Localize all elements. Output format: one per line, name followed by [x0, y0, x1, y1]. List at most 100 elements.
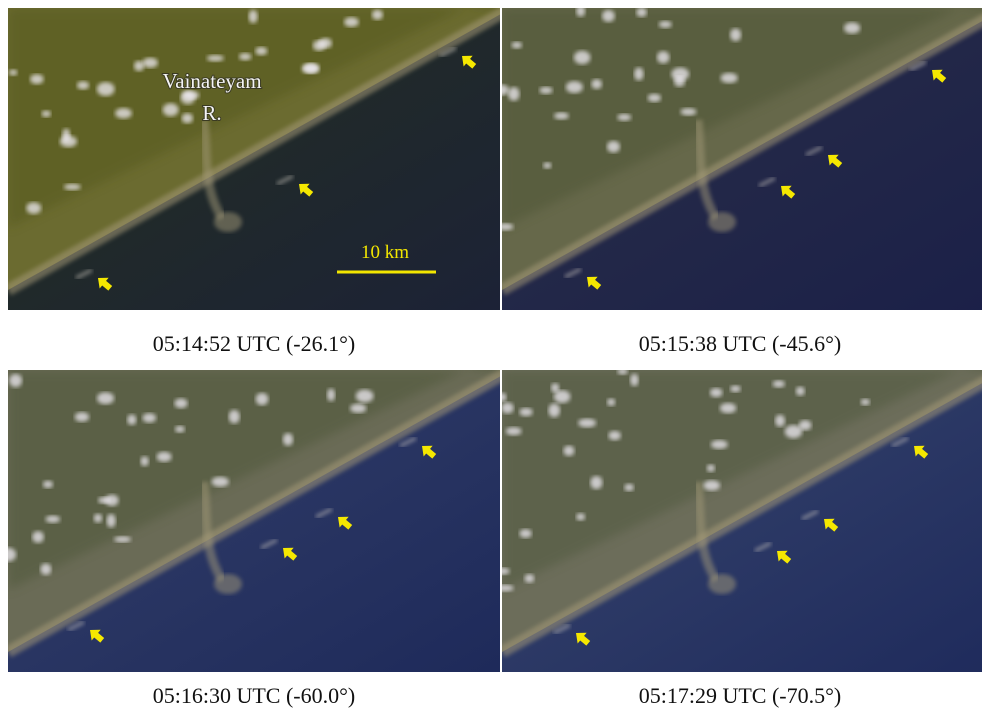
- cloud: [249, 10, 258, 23]
- cloud: [659, 21, 672, 28]
- river-mouth: [214, 212, 242, 232]
- cloud: [636, 8, 647, 17]
- cloud: [539, 87, 552, 94]
- cloud: [211, 477, 228, 487]
- cloud: [730, 28, 741, 41]
- cloud: [9, 374, 22, 387]
- cloud: [77, 81, 89, 89]
- cloud: [62, 129, 70, 142]
- cloud: [519, 408, 532, 416]
- cloud: [578, 418, 596, 427]
- cloud: [115, 108, 132, 118]
- cloud: [607, 141, 620, 153]
- cloud: [372, 10, 383, 20]
- cloud: [45, 516, 60, 523]
- cloud: [140, 456, 148, 466]
- cloud: [501, 403, 513, 414]
- cloud: [607, 398, 615, 406]
- panel-caption: 05:14:52 UTC (-26.1°): [153, 331, 356, 356]
- cloud: [506, 427, 522, 435]
- panel-caption: 05:17:29 UTC (-70.5°): [639, 683, 842, 708]
- cloud: [634, 67, 644, 80]
- cloud: [730, 385, 741, 392]
- image-panel: [0, 350, 508, 672]
- cloud: [775, 415, 785, 427]
- panel-content: [0, 350, 508, 672]
- cloud: [624, 484, 634, 491]
- river-label: R.: [202, 101, 221, 125]
- cloud: [157, 452, 172, 462]
- cloud: [710, 388, 723, 397]
- cloud: [127, 414, 136, 425]
- cloud: [680, 108, 696, 115]
- cloud: [590, 476, 602, 489]
- cloud: [143, 58, 158, 68]
- cloud: [721, 73, 738, 83]
- cloud: [64, 184, 81, 190]
- panel-content: [496, 350, 982, 672]
- cloud: [94, 514, 102, 523]
- panel-caption: 05:15:38 UTC (-45.6°): [639, 331, 842, 356]
- cloud: [174, 398, 187, 408]
- image-panel: [496, 350, 982, 672]
- cloud: [142, 413, 156, 422]
- cloud: [648, 94, 661, 102]
- panel-content: [8, 0, 508, 310]
- cloud: [720, 403, 736, 413]
- cloud: [105, 495, 118, 506]
- cloud: [163, 103, 179, 116]
- figure: R. 05:14:52 UTC (-26.1°) 05:15:38 UTC (-4…: [0, 0, 982, 710]
- cloud: [785, 425, 802, 438]
- cloud: [511, 42, 522, 49]
- cloud: [711, 440, 728, 449]
- cloud: [548, 403, 560, 417]
- cloud: [256, 393, 269, 405]
- river-mouth: [708, 574, 736, 594]
- cloud: [255, 47, 267, 55]
- cloud: [524, 574, 534, 583]
- cloud: [97, 392, 114, 404]
- cloud: [175, 426, 185, 433]
- cloud: [543, 162, 551, 168]
- cloud: [350, 404, 366, 413]
- cloud: [107, 514, 116, 528]
- cloud: [97, 82, 115, 96]
- cloud: [773, 380, 785, 387]
- cloud: [608, 431, 621, 440]
- cloud: [519, 529, 531, 538]
- cloud: [319, 38, 332, 48]
- cloud: [703, 480, 720, 490]
- cloud: [43, 481, 53, 489]
- cloud: [134, 61, 144, 72]
- cloud: [344, 17, 359, 27]
- cloud: [283, 433, 293, 446]
- cloud: [796, 386, 805, 395]
- cloud: [630, 374, 638, 387]
- cloud: [114, 536, 131, 542]
- cloud: [229, 410, 240, 424]
- cloud: [32, 531, 44, 543]
- cloud: [327, 388, 335, 401]
- cloud: [563, 446, 574, 456]
- panel-content: [495, 0, 982, 310]
- cloud: [617, 114, 631, 121]
- scale-bar-label: 10 km: [361, 242, 409, 263]
- cloud: [861, 399, 870, 406]
- cloud: [26, 202, 41, 214]
- river-label: Vainateyam: [162, 69, 261, 93]
- cloud: [574, 51, 591, 65]
- cloud: [576, 513, 585, 520]
- panel-caption: 05:16:30 UTC (-60.0°): [153, 683, 356, 708]
- cloud: [182, 113, 193, 123]
- cloud: [304, 63, 319, 73]
- cloud: [554, 112, 569, 119]
- cloud: [671, 68, 689, 81]
- river-mouth: [214, 574, 242, 594]
- cloud: [30, 74, 44, 84]
- cloud: [40, 563, 51, 575]
- cloud: [207, 55, 224, 61]
- image-panel: [495, 0, 982, 310]
- cloud: [9, 70, 18, 76]
- cloud: [844, 22, 860, 33]
- image-panel: [8, 0, 508, 310]
